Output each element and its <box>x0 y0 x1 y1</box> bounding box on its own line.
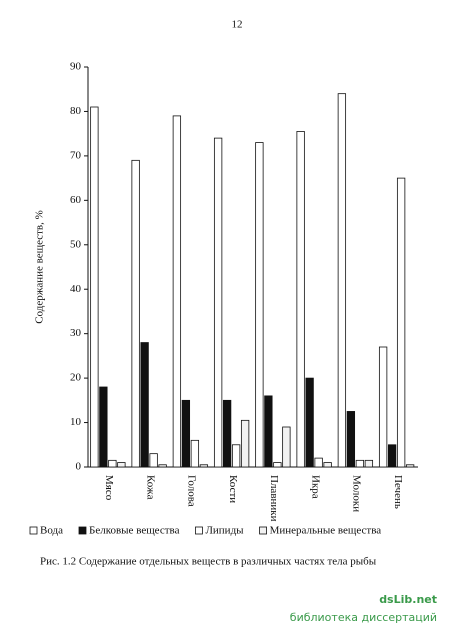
x-tick-label: Мясо <box>103 475 115 501</box>
y-tick-label: 60 <box>70 194 82 206</box>
bar <box>140 342 149 468</box>
legend-label: Липиды <box>205 525 244 537</box>
legend-label: Вода <box>40 525 63 537</box>
bar <box>323 462 332 468</box>
bar <box>364 459 374 468</box>
x-tick-label: Печень <box>392 475 404 509</box>
bar <box>396 177 406 468</box>
bar <box>405 464 415 468</box>
bar <box>346 411 356 468</box>
bar <box>158 464 167 468</box>
watermark-tagline: библиотека диссертаций <box>290 611 437 624</box>
y-tick-label: 90 <box>70 61 82 73</box>
x-tick-label: Молоки <box>351 475 363 512</box>
bar <box>222 399 232 468</box>
bar <box>181 399 191 468</box>
legend-label: Белковые вещества <box>89 525 180 537</box>
bar <box>199 464 209 468</box>
caption: Рис. 1.2 Содержание отдельных веществ в … <box>40 556 377 568</box>
bar <box>99 386 108 468</box>
y-tick-label: 50 <box>70 238 82 250</box>
bar <box>264 395 273 468</box>
bar <box>355 459 365 468</box>
bar <box>90 106 99 468</box>
bar <box>273 462 282 468</box>
bar <box>240 419 250 468</box>
legend-swatch <box>259 526 267 535</box>
y-tick-label: 40 <box>70 283 82 295</box>
legend-swatch <box>78 526 87 535</box>
watermark-brand: dsLib.net <box>379 593 437 606</box>
bar <box>108 459 117 468</box>
legend-swatch <box>29 526 38 535</box>
bar <box>149 453 158 468</box>
bar <box>337 93 347 468</box>
bar <box>296 131 305 468</box>
y-tick-label: 20 <box>70 372 82 384</box>
bar <box>131 159 140 468</box>
bar <box>231 444 241 468</box>
x-tick-label: Икра <box>309 475 321 499</box>
bar <box>305 377 314 468</box>
bar <box>255 142 264 468</box>
y-tick-label: 30 <box>70 327 82 339</box>
x-tick-label: Голова <box>186 475 198 507</box>
bar <box>213 137 223 468</box>
bar <box>378 346 388 468</box>
bar <box>282 426 291 468</box>
bar <box>314 457 323 468</box>
page-number: 12 <box>232 19 243 31</box>
bar <box>387 444 397 468</box>
y-tick-label: 80 <box>70 105 82 117</box>
bar <box>172 115 182 468</box>
bar <box>190 439 200 468</box>
y-tick-label: 70 <box>70 149 82 161</box>
y-tick-label: 10 <box>70 416 82 428</box>
x-tick-label: Кожа <box>144 475 156 500</box>
legend-swatch <box>195 526 203 535</box>
legend-label: Минеральные вещества <box>270 525 382 537</box>
y-axis-label: Содержание веществ, % <box>34 210 46 324</box>
x-tick-label: Плавники <box>268 475 280 522</box>
y-tick-label: 0 <box>76 461 82 473</box>
x-tick-label: Кости <box>227 475 239 503</box>
bar <box>117 462 126 468</box>
